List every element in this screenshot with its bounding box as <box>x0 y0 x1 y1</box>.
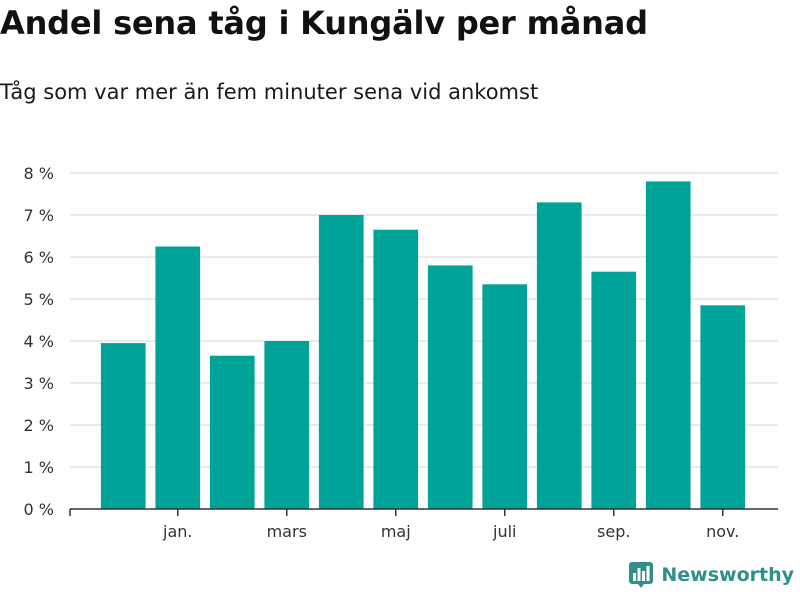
x-tick-label: jan. <box>162 522 192 541</box>
bars <box>100 181 746 510</box>
y-tick-label: 2 % <box>24 416 54 435</box>
y-tick-label: 1 % <box>24 458 54 477</box>
bar-apr[interactable] <box>318 215 364 509</box>
y-axis-ticks: 0 % 1 % 2 % 3 % 4 % 5 % 6 % 7 % 8 % <box>24 164 54 519</box>
y-tick-label: 4 % <box>24 332 54 351</box>
x-tick-label: mars <box>267 522 307 541</box>
x-axis-ticks: jan. mars maj juli sep. nov. <box>162 509 739 541</box>
x-axis <box>69 508 778 516</box>
brand-logo[interactable]: Newsworthy <box>629 562 794 588</box>
bar-dec[interactable] <box>100 343 146 509</box>
brand-name: Newsworthy <box>661 564 794 586</box>
bar-nov[interactable] <box>700 305 746 509</box>
chart-subtitle: Tåg som var mer än fem minuter sena vid … <box>0 80 539 104</box>
x-tick-label: maj <box>381 522 411 541</box>
x-tick-label: nov. <box>706 522 739 541</box>
bar-maj[interactable] <box>373 229 419 509</box>
y-tick-label: 5 % <box>24 290 54 309</box>
bar-feb[interactable] <box>209 355 255 509</box>
x-tick-label: sep. <box>597 522 630 541</box>
bar-juni[interactable] <box>427 265 473 509</box>
bar-aug[interactable] <box>536 202 582 509</box>
y-tick-label: 3 % <box>24 374 54 393</box>
x-tick-label: juli <box>492 522 516 541</box>
bar-okt[interactable] <box>645 181 691 509</box>
bar-chart-pin-icon <box>629 562 654 588</box>
y-tick-label: 0 % <box>24 500 54 519</box>
y-tick-label: 7 % <box>24 206 54 225</box>
bar-mars[interactable] <box>264 341 310 509</box>
chart-title: Andel sena tåg i Kungälv per månad <box>0 4 648 42</box>
bar-jan[interactable] <box>155 246 201 510</box>
y-tick-label: 6 % <box>24 248 54 267</box>
bar-sep[interactable] <box>591 271 637 509</box>
y-tick-label: 8 % <box>24 164 54 183</box>
bar-juli[interactable] <box>482 284 528 509</box>
